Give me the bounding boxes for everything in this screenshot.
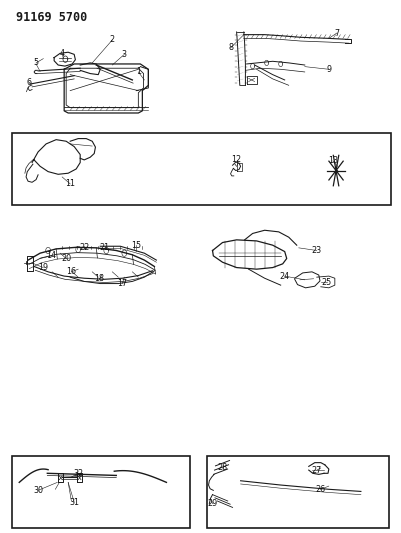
Text: 27: 27 [312,466,322,474]
Text: 17: 17 [117,279,128,288]
Text: 6: 6 [26,78,31,87]
Text: 16: 16 [67,268,76,276]
Text: 91169 5700: 91169 5700 [16,11,87,23]
Text: 22: 22 [79,244,89,252]
Text: 26: 26 [316,485,326,494]
Text: 21: 21 [99,244,109,252]
Text: 31: 31 [69,498,79,506]
Text: 23: 23 [312,246,322,255]
Text: 9: 9 [326,65,331,74]
Text: 7: 7 [334,29,339,37]
Text: 24: 24 [279,272,290,280]
Text: 15: 15 [131,241,142,249]
Text: 4: 4 [60,49,65,58]
Text: 11: 11 [65,180,75,188]
Text: 18: 18 [95,274,104,283]
Bar [207,456,389,528]
Text: 8: 8 [228,44,233,52]
Text: 32: 32 [73,469,83,478]
Text: 19: 19 [38,263,49,272]
Text: 3: 3 [122,50,127,59]
Text: 13: 13 [328,157,338,165]
Bar [12,133,391,205]
Text: 28: 28 [217,464,228,472]
Text: 29: 29 [207,499,218,508]
Text: 2: 2 [110,36,115,44]
Text: 12: 12 [231,156,242,164]
Text: 14: 14 [47,252,56,260]
Text: 30: 30 [33,486,43,495]
Bar [12,456,190,528]
Text: 1: 1 [136,68,141,76]
Text: 25: 25 [322,278,332,287]
Text: 20: 20 [61,254,71,263]
Text: 5: 5 [34,59,38,67]
